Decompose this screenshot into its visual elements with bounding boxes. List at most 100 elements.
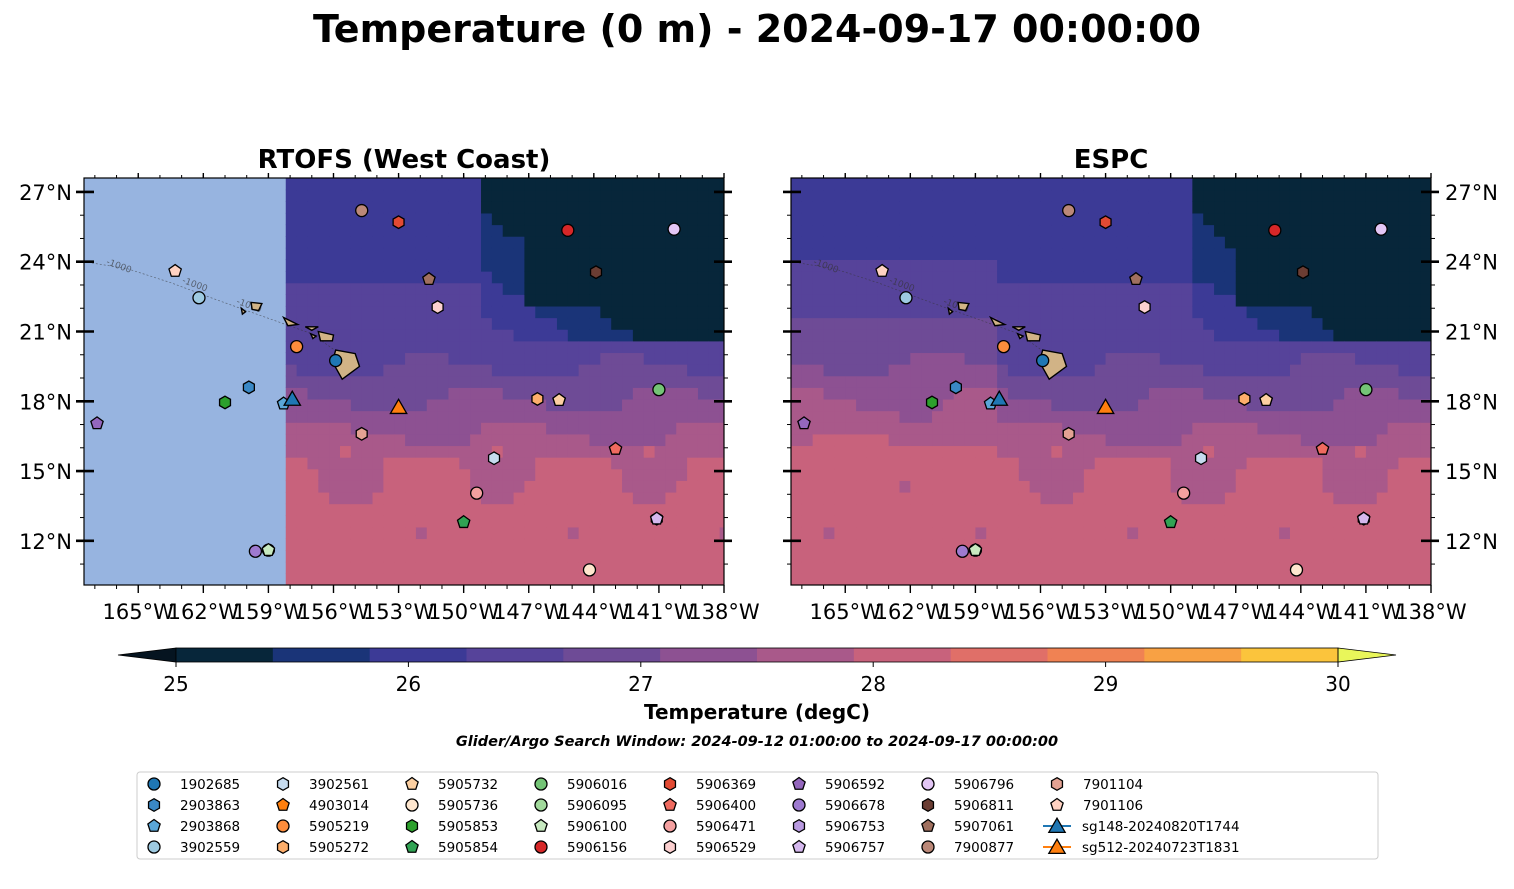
field-cell [964,410,977,423]
field-cell [791,364,803,377]
field-cell [975,398,987,412]
field-cell [1268,236,1280,249]
field-cell [877,178,890,191]
field-cell [823,491,835,505]
field-cell [567,282,580,295]
field-cell [481,387,493,400]
field-cell [1333,468,1345,481]
field-cell [600,247,612,260]
field-cell [448,212,460,226]
field-cell [932,422,944,435]
field-cell [1203,224,1215,237]
field-cell [877,503,890,516]
field-cell [1127,410,1139,423]
field-cell [708,352,721,365]
field-cell [975,364,987,377]
field-cell [888,550,901,563]
field-cell [1159,468,1172,481]
field-cell [589,329,601,342]
field-cell [812,503,825,516]
field-cell [1300,305,1313,319]
field-cell [1246,515,1259,528]
field-cell [964,340,977,354]
field-cell [1170,433,1183,447]
field-cell [791,271,803,284]
field-cell [1051,236,1063,249]
field-cell [361,271,374,284]
field-cell [1214,468,1226,481]
field-cell [340,422,352,435]
field-cell [791,398,803,412]
platform-5906796 [1374,222,1388,236]
field-cell [307,305,319,319]
field-cell [340,561,352,574]
field-cell [888,178,901,191]
field-cell [986,375,998,388]
field-cell [1040,445,1052,458]
field-cell [1235,445,1248,458]
field-cell [513,294,526,307]
field-cell [405,224,417,237]
field-cell [1192,282,1204,295]
field-cell [1007,561,1020,574]
field-cell [600,178,612,191]
field-cell [426,445,439,458]
legend-label: 5905736 [438,798,498,814]
field-cell [318,491,330,505]
field-cell [845,178,857,191]
legend-label: 5905854 [438,840,498,856]
field-cell [513,457,526,470]
field-cell [415,538,428,551]
field-cell [1322,329,1334,342]
field-cell [1105,503,1118,516]
field-cell [1181,364,1193,377]
field-cell [1051,317,1063,330]
field-cell [1040,503,1052,516]
field-cell [1289,457,1302,470]
field-cell [1344,445,1356,458]
field-cell [643,573,656,585]
field-cell [632,340,645,354]
field-cell [1148,387,1161,400]
field-cell [986,271,998,284]
field-cell [1235,398,1248,412]
field-cell [899,422,911,435]
field-cell [405,561,417,574]
field-cell [975,212,987,226]
field-cell [665,387,677,400]
field-cell [546,503,558,516]
field-cell [1224,503,1237,516]
field-cell [481,352,493,365]
field-cell [1257,317,1269,330]
field-cell [1300,445,1313,458]
legend-marker-5906471 [663,819,677,833]
field-cell [845,236,857,249]
legend-marker-2903868 [147,818,161,832]
field-cell [1344,271,1356,284]
field-cell [975,178,987,191]
field-cell [676,305,688,319]
field-cell [372,410,384,423]
field-cell [845,491,857,505]
field-cell [1029,294,1042,307]
field-cell [632,433,645,447]
field-cell [567,236,580,249]
field-cell [812,538,825,551]
field-cell [372,247,384,260]
field-cell [459,561,471,574]
field-cell [1387,550,1400,563]
field-cell [1029,480,1042,493]
field-cell [329,317,341,330]
field-cell [1148,515,1161,528]
field-cell [942,433,955,447]
field-cell [622,247,634,260]
field-cell [812,201,825,214]
field-cell [1007,445,1020,458]
field-cell [1333,503,1345,516]
field-cell [654,352,667,365]
field-cell [1365,189,1378,202]
field-cell [459,398,471,412]
field-cell [975,236,987,249]
field-cell [1344,282,1356,295]
field-cell [643,387,656,400]
